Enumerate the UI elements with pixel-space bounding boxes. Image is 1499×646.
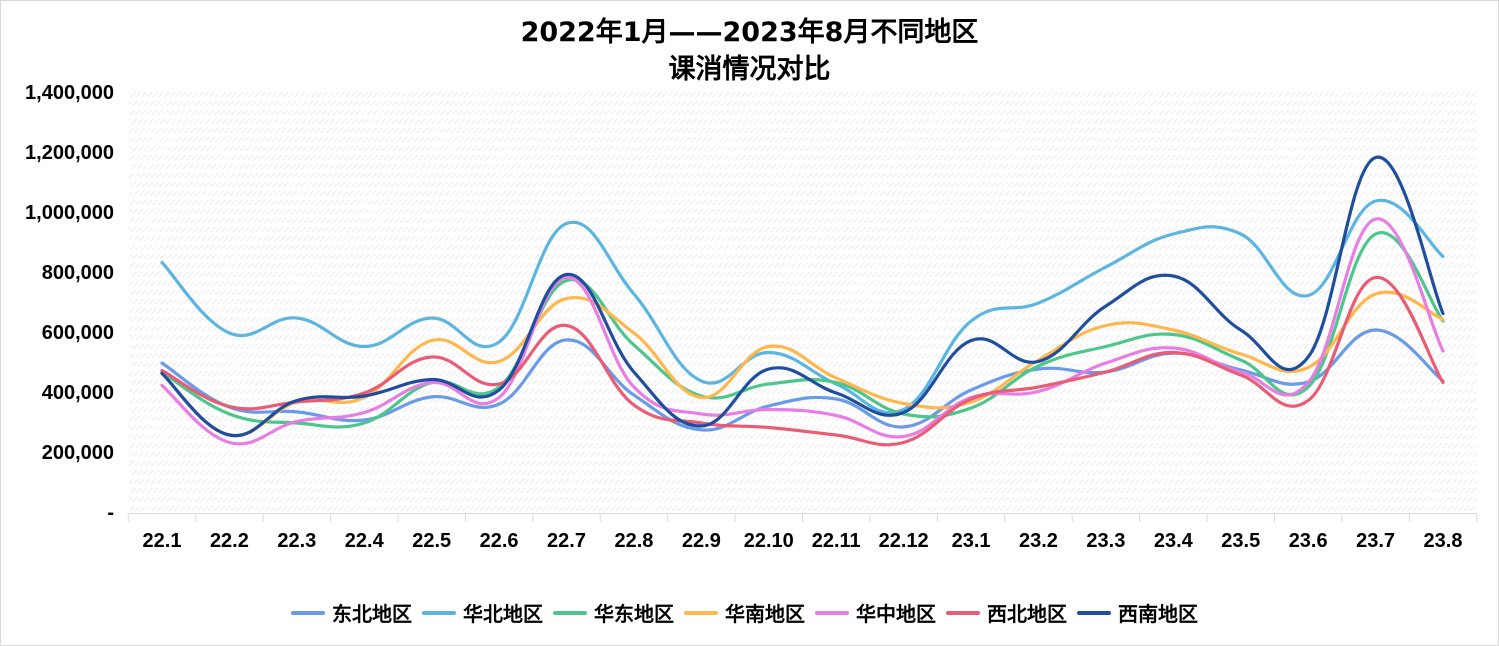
series-line-4 xyxy=(160,217,1445,446)
legend-item: 华北地区 xyxy=(422,598,543,627)
plot-area xyxy=(129,92,1477,513)
x-tick-label: 23.4 xyxy=(1153,530,1193,552)
legend-label: 西南地区 xyxy=(1118,602,1198,626)
series-line-3 xyxy=(160,290,1445,438)
legend-line-icon xyxy=(946,610,980,615)
legend-line-icon xyxy=(422,610,456,615)
x-tick-label: 23.1 xyxy=(951,530,991,552)
legend-line-icon xyxy=(553,610,587,615)
y-tick-label: 1,400,000 xyxy=(25,82,114,104)
x-tick-label: 22.10 xyxy=(743,530,794,552)
legend-line-icon xyxy=(815,610,849,615)
legend-item: 华中地区 xyxy=(815,598,936,627)
x-tick-label: 23.3 xyxy=(1086,530,1126,552)
x-tick-label: 22.6 xyxy=(479,530,519,552)
legend-label: 东北地区 xyxy=(332,602,412,626)
series-line-6 xyxy=(160,155,1445,438)
legend-label: 华中地区 xyxy=(856,602,936,626)
legend-item: 华南地区 xyxy=(684,598,805,627)
x-tick-label: 22.5 xyxy=(412,530,452,552)
y-tick-label: 400,000 xyxy=(41,382,114,404)
x-tick-label: 22.12 xyxy=(878,530,929,552)
legend-line-icon xyxy=(291,610,325,615)
legend-line-icon xyxy=(1077,610,1111,615)
legend-label: 华北地区 xyxy=(463,602,543,626)
series-line-5 xyxy=(160,275,1445,447)
x-tick-label: 22.4 xyxy=(344,530,384,552)
x-tick-label: 22.1 xyxy=(142,530,182,552)
y-tick-label: 1,200,000 xyxy=(25,142,114,164)
x-tick-label: 22.9 xyxy=(681,530,721,552)
series-line-1 xyxy=(160,198,1445,415)
y-tick-label: 800,000 xyxy=(41,262,114,284)
x-tick-label: 23.7 xyxy=(1356,530,1396,552)
y-tick-label: 200,000 xyxy=(41,442,114,464)
chart-legend: 东北地区 华北地区 华东地区 华南地区 华中地区 西北地区 西南地区 xyxy=(0,598,1499,627)
x-tick-label: 23.5 xyxy=(1221,530,1261,552)
legend-line-icon xyxy=(684,610,718,615)
x-tick-label: 22.8 xyxy=(614,530,654,552)
chart-title-line-1: 2022年1月——2023年8月不同地区 xyxy=(520,17,979,48)
x-tick-label: 23.8 xyxy=(1423,530,1463,552)
y-tick-label: 600,000 xyxy=(41,322,114,344)
legend-label: 华东地区 xyxy=(594,602,674,626)
x-tick-label: 22.2 xyxy=(209,530,249,552)
y-tick-label: 1,000,000 xyxy=(25,202,114,224)
x-tick-label: 22.11 xyxy=(811,530,861,552)
legend-item: 东北地区 xyxy=(291,598,412,627)
legend-item: 华东地区 xyxy=(553,598,674,627)
x-tick-label: 23.2 xyxy=(1019,530,1058,552)
x-tick-label: 23.6 xyxy=(1288,530,1328,552)
x-tick-label: 22.3 xyxy=(277,530,317,552)
y-tick-label: - xyxy=(107,502,114,524)
legend-item: 西南地区 xyxy=(1077,598,1198,627)
legend-label: 华南地区 xyxy=(725,602,805,626)
legend-item: 西北地区 xyxy=(946,598,1067,627)
legend-label: 西北地区 xyxy=(987,602,1067,626)
x-tick-label: 22.7 xyxy=(547,530,586,552)
chart-title-line-2: 课消情况对比 xyxy=(668,54,831,85)
